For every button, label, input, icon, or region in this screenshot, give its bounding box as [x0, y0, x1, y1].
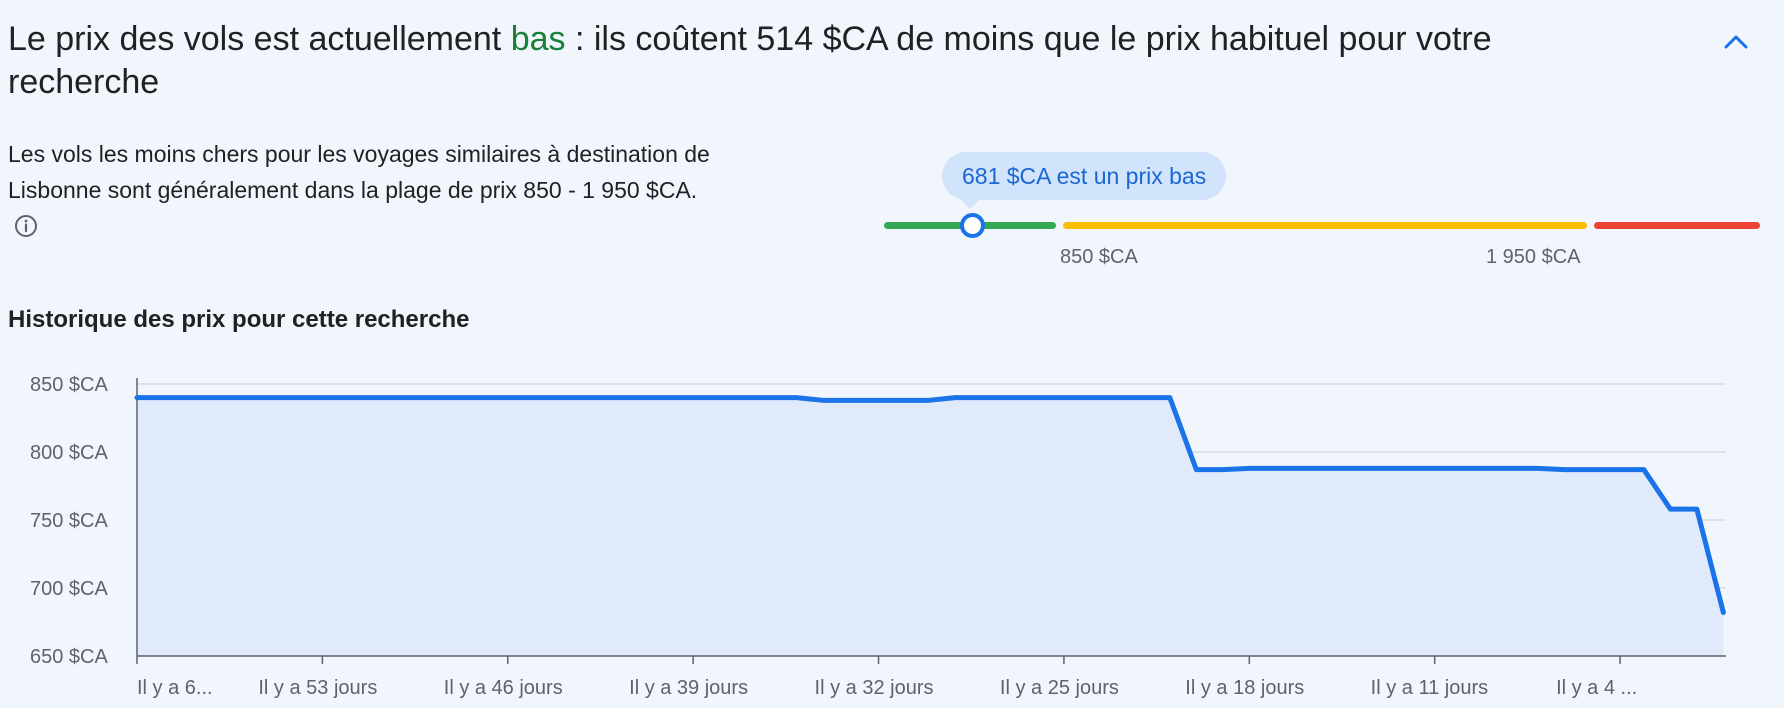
x-tick-label: Il y a 46 jours	[444, 677, 563, 699]
typical-price-segment	[1063, 222, 1587, 229]
collapse-button[interactable]	[1712, 18, 1760, 66]
price-range-indicator: 681 $CA est un prix bas 850 $CA 1 950 $C…	[880, 150, 1764, 280]
x-tick-label: Il y a 18 jours	[1185, 677, 1304, 699]
description-text: Les vols les moins chers pour les voyage…	[8, 141, 710, 203]
low-threshold-label: 850 $CA	[1060, 246, 1138, 268]
x-tick-label: Il y a 4 ...	[1556, 677, 1637, 699]
high-threshold-label: 1 950 $CA	[1486, 246, 1581, 268]
x-tick-label: Il y a 39 jours	[629, 677, 748, 699]
price-history-title: Historique des prix pour cette recherche	[8, 306, 470, 333]
x-tick-label: Il y a 53 jours	[258, 677, 377, 699]
current-price-tooltip: 681 $CA est un prix bas	[942, 152, 1227, 209]
info-icon[interactable]	[14, 212, 38, 248]
x-tick-label: Il y a 11 jours	[1371, 677, 1488, 699]
current-price-marker	[960, 213, 985, 238]
y-tick-label: 700 $CA	[30, 578, 108, 600]
x-tick-label: Il y a 25 jours	[1000, 677, 1119, 699]
high-price-segment	[1594, 222, 1760, 229]
price-insight-headline: Le prix des vols est actuellement bas : …	[8, 18, 1648, 104]
y-tick-label: 850 $CA	[30, 374, 108, 396]
price-range-description: Les vols les moins chers pour les voyage…	[8, 136, 728, 248]
price-area-fill	[137, 397, 1724, 656]
chevron-up-icon	[1724, 35, 1748, 49]
y-tick-label: 800 $CA	[30, 442, 108, 464]
headline-prefix: Le prix des vols est actuellement	[8, 20, 511, 58]
headline-suffix: : ils coûtent 514 $CA de moins que le pr…	[8, 20, 1492, 101]
y-tick-label: 750 $CA	[30, 510, 108, 532]
price-history-line	[134, 395, 1726, 615]
price-level-badge: bas	[510, 20, 566, 58]
price-history-chart[interactable]: 850 $CA 800 $CA 750 $CA 700 $CA 650 $CA Il y …	[0, 360, 1784, 708]
x-tick-label: Il y a 32 jours	[815, 677, 934, 699]
y-tick-label: 650 $CA	[30, 646, 108, 668]
x-tick-label: Il y a 6...	[137, 677, 213, 699]
